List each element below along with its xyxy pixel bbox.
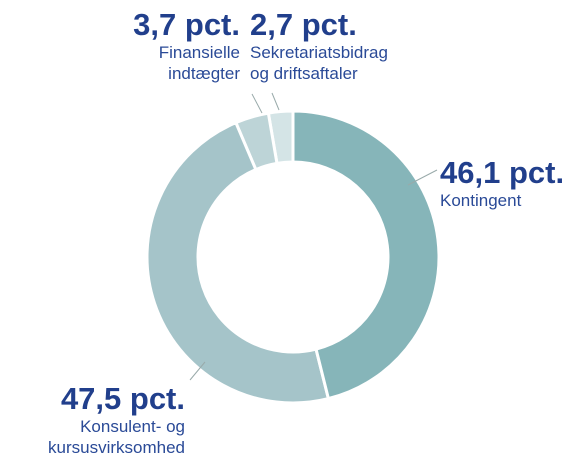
category-label: Finansielle indtægter: [158, 43, 240, 83]
leader-line: [271, 92, 280, 111]
donut-slice: [291, 109, 441, 401]
leader-line: [251, 93, 263, 114]
category-label: Sekretariatsbidrag og driftsaftaler: [250, 43, 388, 83]
label-konsulent: 47,5 pct. Konsulent- og kursusvirksomhed: [48, 382, 185, 458]
value-label: 47,5 pct.: [60, 381, 185, 416]
value-label: 46,1 pct.: [440, 155, 565, 190]
label-kontingent: 46,1 pct. Kontingent: [440, 156, 564, 211]
label-finansielle: 3,7 pct. Finansielle indtægter: [133, 8, 240, 84]
donut-slice: [233, 111, 279, 172]
value-label: 3,7 pct.: [133, 7, 240, 42]
value-label: 2,7 pct.: [250, 7, 357, 42]
leader-line: [189, 361, 206, 381]
label-sekretariat: 2,7 pct. Sekretariatsbidrag og driftsaft…: [250, 8, 388, 84]
category-label: Konsulent- og kursusvirksomhed: [48, 417, 185, 457]
donut-slice: [145, 120, 331, 405]
category-label: Kontingent: [440, 191, 522, 210]
leader-line: [407, 169, 438, 186]
